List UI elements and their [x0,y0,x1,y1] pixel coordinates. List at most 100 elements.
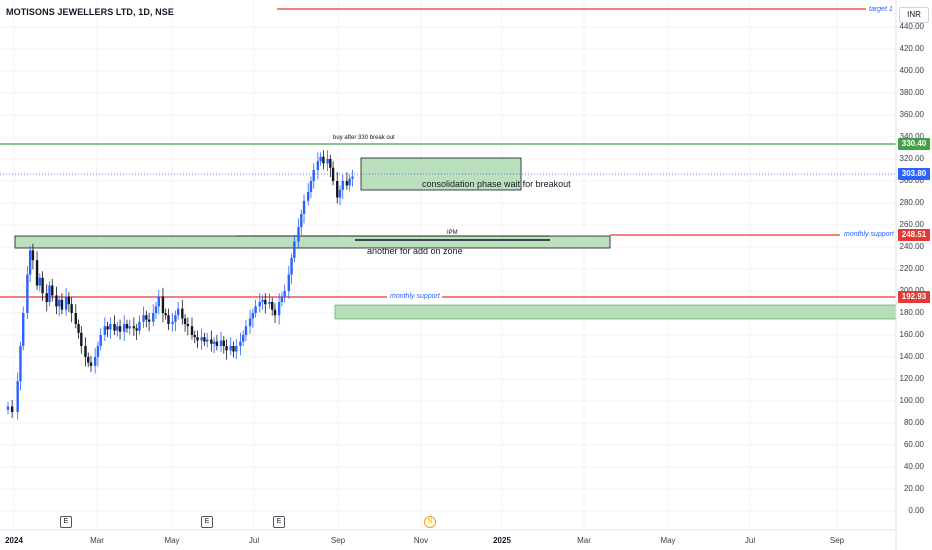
x-tick-label: May [660,536,676,545]
y-tick-label: 220.00 [899,264,924,273]
candle-body [210,339,213,344]
candle-body [125,324,129,329]
chart-title: MOTISONS JEWELLERS LTD, 1D, NSE [6,7,174,17]
candle-body [248,318,252,327]
y-tick-label: 80.00 [903,418,924,427]
candle-body [93,357,97,366]
candle-body [319,156,322,162]
candle-body [183,318,187,324]
monthly-support-lower-label: monthly support [390,293,440,300]
candle-body [132,326,136,329]
y-tick-label: 360.00 [899,110,924,119]
candle-body [190,326,194,335]
candle-body [222,340,225,346]
candle-body [113,324,116,331]
monthly-support-upper-label: monthly support [844,231,894,238]
candle-body [300,214,303,228]
buy-note: buy after 330 break out [333,135,395,141]
earnings-event-icon[interactable]: E [60,516,72,528]
candle-body [345,181,349,186]
earnings-event-icon[interactable]: E [201,516,213,528]
candle-body [326,159,329,164]
candle-body [200,337,203,341]
y-tick-label: 200.00 [884,286,924,295]
y-tick-label: 0.00 [908,506,924,515]
candle-body [293,241,296,258]
candle-body [60,299,64,310]
y-tick-label: 240.00 [899,242,924,251]
candle-body [48,285,51,302]
candle-body [261,299,264,302]
x-tick-label: Jul [248,536,260,545]
candle-body [109,324,112,330]
candle-body [251,313,255,319]
earnings-event-icon[interactable]: E [273,516,285,528]
y-tick-label: 40.00 [903,462,924,471]
candle-body [338,189,342,198]
candle-body [351,176,354,179]
candle-body [232,346,235,352]
candle-body [161,296,165,313]
candle-body [254,306,257,313]
x-tick-label: Mar [577,536,591,545]
candle-body [203,337,206,342]
candle-body [193,335,196,338]
y-tick-label: 280.00 [899,198,924,207]
candle-body [35,260,39,286]
candle-body [329,159,332,168]
candle-body [16,381,19,412]
x-tick-label: Nov [413,536,429,545]
candle-body [31,250,35,261]
candle-body [176,308,180,316]
candle-body [157,296,160,307]
candle-body [22,313,25,346]
candle-body [64,296,68,310]
y-tick-label: 300.00 [899,176,924,185]
candle-body [229,346,232,351]
candle-body [167,315,170,324]
candles-layer [6,150,354,420]
candle-body [186,324,190,327]
price-tag-last: 303.80 [898,168,930,180]
candle-body [181,308,184,319]
candle-body [212,341,216,344]
candle-body [6,406,10,410]
candle-body [206,339,209,342]
candle-body [70,304,73,313]
price-tag-248: 248.51 [898,229,930,241]
candle-body [26,274,29,313]
candle-body [103,326,107,335]
y-tick-label: 160.00 [899,330,924,339]
candle-body [77,324,80,333]
candle-body [244,326,248,335]
candle-body [57,299,61,307]
candle-body [297,227,300,242]
x-tick-label: Jul [744,536,756,545]
x-tick-label: Sep [829,536,845,545]
candle-body [268,302,271,305]
candle-body [348,178,351,186]
candle-body [138,321,141,331]
candle-body [290,258,293,275]
candle-body [45,293,48,302]
y-tick-label: 400.00 [899,66,924,75]
split-event-icon[interactable]: S [424,516,436,528]
candle-body [302,200,306,214]
x-tick-label: 2025 [493,536,511,545]
y-tick-label: 260.00 [899,220,924,229]
candle-body [287,274,291,291]
currency-button[interactable]: INR [899,7,929,23]
x-tick-label: Mar [90,536,104,545]
candle-body [28,250,32,275]
candle-body [219,340,223,346]
candle-body [80,332,83,346]
candle-body [309,181,313,192]
price-tag-330: 330.40 [898,138,930,150]
ipm-note: IPM [447,230,458,236]
y-tick-label: 120.00 [899,374,924,383]
candle-body [283,291,286,297]
y-tick-label: 440.00 [899,22,924,31]
y-tick-label: 20.00 [903,484,924,493]
candle-body [147,319,151,322]
